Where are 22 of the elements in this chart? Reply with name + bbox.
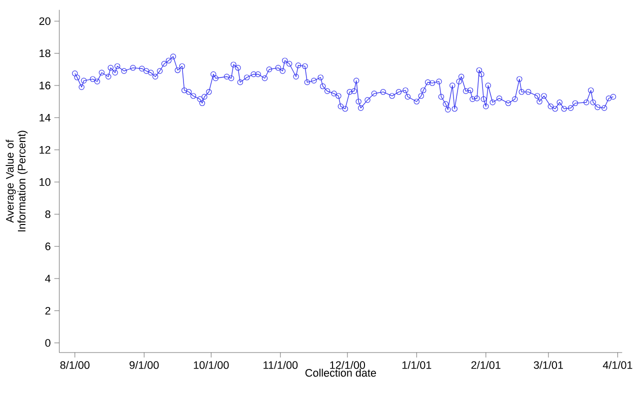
y-tick-label: 14 (40, 114, 51, 122)
x-tick-label: 12/1/00 (330, 360, 366, 369)
x-axis-title: Collection date (305, 368, 376, 377)
x-tick-label: 2/1/01 (471, 360, 500, 369)
y-tick-label: 18 (40, 49, 50, 58)
y-tick-label: 4 (45, 274, 51, 282)
y-tick-label: 10 (40, 178, 50, 186)
y-tick-label: 16 (40, 82, 50, 90)
y-tick-label: 20 (39, 17, 50, 25)
x-tick-label: 10/1/00 (194, 360, 229, 369)
y-tick-label: 12 (40, 146, 50, 154)
y-tick-label: 8 (45, 210, 50, 218)
x-tick-label: 3/1/01 (534, 360, 563, 369)
y-axis-title: Average Value of Information (Percent) (6, 130, 28, 232)
x-tick-label: 11/1/00 (264, 360, 298, 369)
x-tick-label: 1/1/01 (402, 360, 432, 369)
y-tick-label: 2 (45, 306, 50, 314)
y-tick-label: 6 (45, 242, 50, 250)
x-tick-label: 4/1/01 (602, 360, 632, 369)
x-tick-label: 9/1/00 (130, 360, 159, 369)
y-tick-label: 0 (45, 339, 50, 347)
x-tick-label: 8/1/00 (60, 360, 90, 369)
